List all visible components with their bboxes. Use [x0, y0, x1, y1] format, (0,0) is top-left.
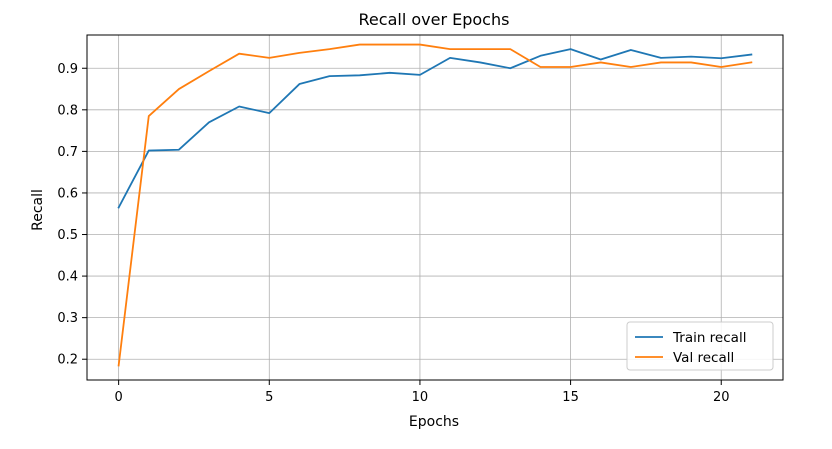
x-tick-label: 10: [412, 390, 429, 405]
y-tick-label: 0.3: [57, 311, 78, 326]
y-axis: 0.2 0.3 0.4 0.5 0.6 0.7 0.8 0.9: [57, 62, 87, 368]
series-line-val-recall: [117, 43, 753, 367]
legend-label-train-recall: Train recall: [672, 330, 746, 346]
y-tick-label: 0.9: [57, 62, 78, 77]
legend: Train recall Val recall: [626, 321, 774, 371]
legend-box: [626, 321, 774, 371]
y-tick-label: 0.2: [57, 353, 78, 368]
x-tick-label: 5: [265, 390, 273, 405]
y-tick-label: 0.5: [57, 228, 78, 243]
x-tick-label: 20: [713, 390, 730, 405]
y-tick-label: 0.4: [57, 270, 78, 285]
y-tick-label: 0.6: [57, 186, 78, 201]
y-tick-label: 0.8: [57, 103, 78, 118]
x-tick-label: 15: [562, 390, 579, 405]
plot-frame: [86, 34, 784, 381]
x-tick-label: 0: [114, 390, 122, 405]
chart-title: Recall over Epochs: [359, 10, 510, 29]
grid: [87, 35, 783, 380]
x-axis-label: Epochs: [409, 414, 459, 430]
series-layer: [117, 43, 753, 367]
y-axis-label: Recall: [30, 189, 46, 231]
series-line-train-recall: [117, 48, 753, 209]
y-tick-label: 0.7: [57, 145, 78, 160]
legend-label-val-recall: Val recall: [673, 350, 734, 366]
x-axis: 0 5 10 15 20: [114, 380, 730, 405]
